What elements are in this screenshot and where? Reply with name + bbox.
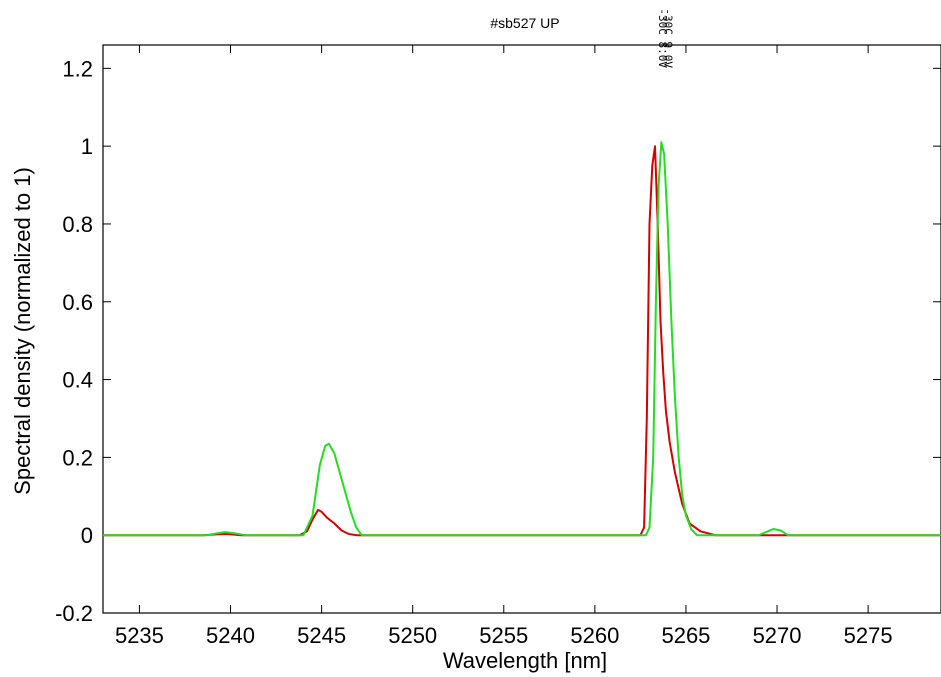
plot-frame bbox=[102, 44, 941, 614]
peak-label-0: -30C 8.0V bbox=[656, 8, 669, 68]
peak-labels: -30C 8.0V-30C 9.0V bbox=[656, 8, 674, 68]
axis-ticks: 5235 5240 5245 5250 5255 5260 5265 5270 5275 -0.2… bbox=[55, 45, 941, 648]
y-tick-label: 0.2 bbox=[62, 445, 93, 470]
x-tick-label: 5260 bbox=[570, 623, 619, 648]
y-tick-label: -0.2 bbox=[55, 601, 93, 626]
y-tick-label: 0.4 bbox=[62, 368, 93, 393]
x-axis-title: Wavelength [nm] bbox=[443, 648, 607, 673]
y-tick-label: 1.2 bbox=[62, 56, 93, 81]
x-tick-label: 5250 bbox=[388, 623, 437, 648]
x-tick-label: 5270 bbox=[753, 623, 802, 648]
y-tick-label: 1 bbox=[81, 134, 93, 159]
x-tick-label: 5265 bbox=[661, 623, 710, 648]
y-tick-label: 0.8 bbox=[62, 212, 93, 237]
series-line-1 bbox=[103, 141, 941, 537]
series-layer bbox=[103, 141, 941, 537]
x-tick-label: 5240 bbox=[206, 623, 255, 648]
chart-title: #sb527 UP bbox=[490, 15, 559, 31]
peak-label-1: -30C 9.0V bbox=[661, 8, 674, 68]
y-tick-label: 0 bbox=[81, 523, 93, 548]
y-tick-label: 0.6 bbox=[62, 290, 93, 315]
x-tick-label: 5255 bbox=[479, 623, 528, 648]
x-tick-label: 5235 bbox=[115, 623, 164, 648]
y-axis-title: Spectral density (normalized to 1) bbox=[10, 167, 35, 495]
series-line-0 bbox=[103, 145, 941, 537]
x-tick-label: 5275 bbox=[844, 623, 893, 648]
x-tick-label: 5245 bbox=[297, 623, 346, 648]
